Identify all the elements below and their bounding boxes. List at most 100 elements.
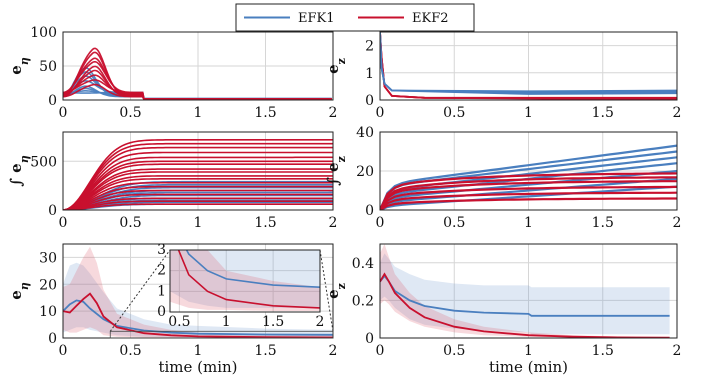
ekf2-line	[63, 197, 333, 210]
y-tick-label: 0.2	[352, 293, 374, 309]
y-axis-label-sub: z	[335, 58, 348, 64]
inset-x-tick-label: 1.5	[262, 314, 284, 330]
ekf2-line	[63, 151, 333, 210]
x-tick-label: 0.5	[119, 343, 141, 359]
ekf2-line	[63, 146, 333, 210]
x-tick-label: 1	[194, 105, 203, 121]
x-tick-label: 1.5	[254, 215, 276, 231]
ekf2-line	[63, 142, 333, 210]
y-axis-label: eη	[7, 57, 31, 75]
series-lines	[63, 139, 333, 210]
ekf2-line	[63, 83, 332, 100]
x-tick-label: 1	[194, 343, 203, 359]
axes-frame	[62, 31, 334, 101]
x-tick-label: 0	[59, 105, 68, 121]
efk1-line	[380, 185, 677, 210]
efk1-band	[63, 262, 333, 338]
x-tick-label: 1.5	[254, 343, 276, 359]
x-tick-label: 1.5	[254, 105, 276, 121]
series-lines	[380, 144, 677, 210]
x-tick-label: 0	[376, 105, 385, 121]
efk1-line	[380, 144, 677, 210]
x-tick-label: 1	[524, 215, 533, 231]
ekf2-line	[63, 189, 333, 210]
inset-lines	[170, 250, 320, 311]
inset-x-tick-label: 2	[316, 314, 325, 330]
x-tick-label: 0	[376, 215, 385, 231]
ekf2-line	[63, 193, 333, 210]
ekf2-line	[63, 139, 333, 210]
ekf2-line	[63, 181, 333, 210]
y-tick-label: 500	[30, 154, 57, 170]
y-tick-label: 0	[48, 331, 57, 347]
x-tick-label: 0.5	[443, 343, 465, 359]
x-tick-label: 0	[59, 215, 68, 231]
ekf2-line	[63, 200, 333, 210]
ekf2-line	[63, 178, 333, 210]
ekf2-line	[63, 292, 333, 338]
legend-label-ekf2: EKF2	[412, 11, 449, 26]
x-tick-label: 0	[376, 343, 385, 359]
zoom-connector	[109, 249, 171, 332]
x-tick-label: 2	[329, 343, 338, 359]
y-axis-label-sub: η	[18, 282, 31, 290]
efk1-line	[63, 183, 333, 210]
ekf2-line	[380, 272, 670, 338]
y-tick-label: 1	[365, 66, 374, 82]
series-lines	[380, 244, 670, 338]
y-tick-label: 30	[39, 250, 57, 266]
x-tick-label: 0.5	[443, 105, 465, 121]
x-tick-label: 1	[524, 343, 533, 359]
legend-label-efk1: EFK1	[298, 11, 335, 26]
y-tick-label: 2	[365, 39, 374, 55]
efk1-line	[185, 250, 320, 288]
inset-y-tick-label: 3	[157, 242, 166, 258]
y-tick-label: 0	[48, 93, 57, 109]
x-tick-label: 2	[329, 105, 338, 121]
y-tick-label: 0	[365, 93, 374, 109]
ekf2-line	[63, 156, 333, 210]
y-tick-label: 0	[365, 331, 374, 347]
ekf2-line	[63, 171, 333, 210]
ekf2-line	[63, 160, 333, 210]
zoom-region	[109, 330, 334, 339]
y-axis-label-sub: z	[335, 156, 348, 162]
inset-y-tick-label: 1	[157, 283, 166, 299]
y-axis-label-sub: z	[335, 283, 348, 289]
chart-int-e-eta: 0 0.5 1 1.5 2 0 500∫ eη	[7, 131, 337, 231]
x-tick-label: 2	[673, 105, 682, 121]
axes-frame	[379, 31, 678, 101]
ekf2-line	[380, 172, 677, 210]
series-lines	[380, 32, 677, 100]
ekf2-line	[380, 176, 677, 210]
y-axis-label-sub: η	[18, 155, 31, 163]
efk1-band	[380, 253, 670, 335]
efk1-band	[170, 250, 320, 308]
inset-y-tick-label: 0	[157, 304, 166, 320]
x-tick-label: 2	[673, 215, 682, 231]
ekf2-line	[63, 163, 333, 210]
axes-frame	[62, 131, 334, 211]
y-tick-label: 0.4	[352, 256, 374, 272]
x-tick-label: 2	[673, 343, 682, 359]
y-tick-label: 0	[48, 203, 57, 219]
zoom-connector	[319, 249, 334, 332]
x-tick-label: 1.5	[592, 215, 614, 231]
inset-x-tick-label: 1	[222, 314, 231, 330]
y-tick-label: 0	[365, 203, 374, 219]
x-tick-label: 1.5	[592, 105, 614, 121]
ekf2-line	[63, 168, 333, 210]
x-tick-label: 0.5	[443, 215, 465, 231]
ekf2-line	[380, 180, 677, 210]
legend: EFK1 EKF2	[235, 3, 475, 32]
axes-frame	[379, 243, 678, 339]
y-tick-label: 50	[39, 59, 57, 75]
ekf2-line	[380, 185, 677, 210]
